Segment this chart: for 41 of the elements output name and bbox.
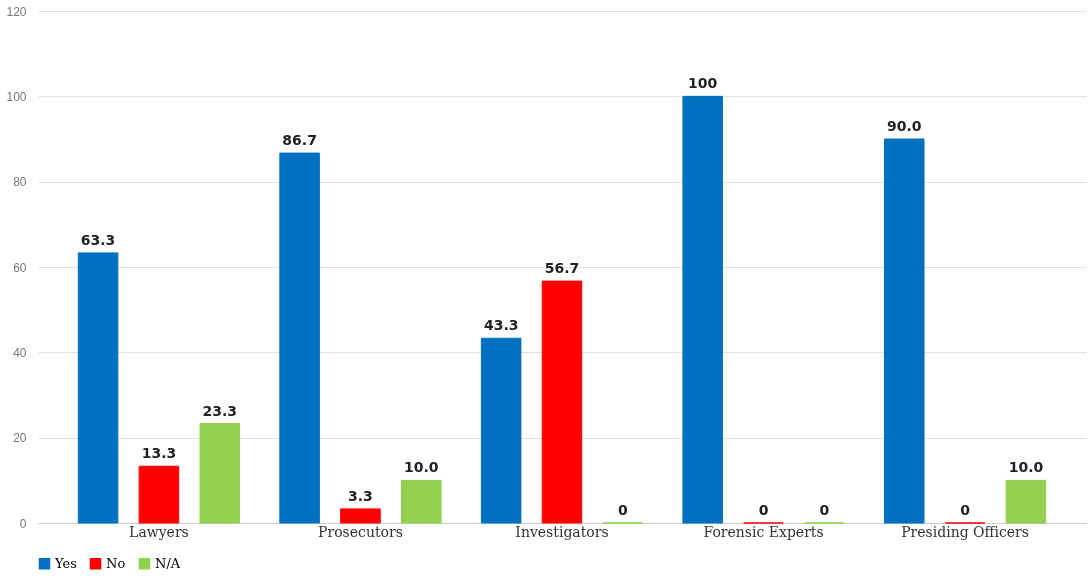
data-label: 0: [819, 502, 830, 518]
bar: [199, 423, 241, 524]
legend-label: N/A: [155, 555, 181, 571]
bar: [340, 508, 381, 524]
data-label: 0: [617, 502, 628, 518]
y-tick-label: 80: [13, 175, 27, 190]
y-tick-label: 40: [13, 345, 27, 360]
y-tick-label: 120: [6, 4, 27, 19]
bar: [1005, 479, 1047, 524]
legend-label: No: [106, 555, 126, 571]
data-label: 13.3: [141, 445, 177, 462]
bar: [480, 337, 522, 524]
data-label: 90.0: [886, 118, 922, 134]
bar: [279, 152, 320, 524]
bar: [401, 479, 442, 524]
bar: [682, 95, 723, 524]
bar: [883, 138, 925, 524]
x-tick-label: Lawyers: [129, 523, 189, 540]
bar: [541, 280, 583, 524]
y-tick-label: 0: [19, 516, 27, 531]
bar: [77, 252, 119, 524]
data-label: 10.0: [404, 459, 439, 476]
y-tick-label: 20: [13, 431, 27, 446]
data-label: 0: [758, 502, 769, 518]
data-label: 63.3: [80, 231, 116, 248]
data-label: 23.3: [202, 402, 238, 419]
data-label: 56.7: [544, 260, 580, 277]
y-tick-label: 100: [6, 89, 27, 104]
x-tick-label: Prosecutors: [318, 523, 403, 540]
bar: [138, 465, 180, 524]
y-tick-label: 60: [13, 260, 27, 275]
x-tick-label: Forensic Experts: [703, 523, 824, 540]
data-label: 3.3: [348, 487, 373, 504]
data-label: 100: [688, 75, 718, 92]
legend-label: Yes: [54, 555, 77, 571]
data-label: 43.3: [483, 317, 519, 334]
data-label: 0: [960, 502, 971, 518]
data-label: 10.0: [1008, 459, 1044, 476]
x-tick-label: Presiding Officers: [901, 523, 1029, 540]
data-label: 86.7: [282, 132, 317, 149]
x-tick-label: Investigators: [515, 523, 609, 540]
